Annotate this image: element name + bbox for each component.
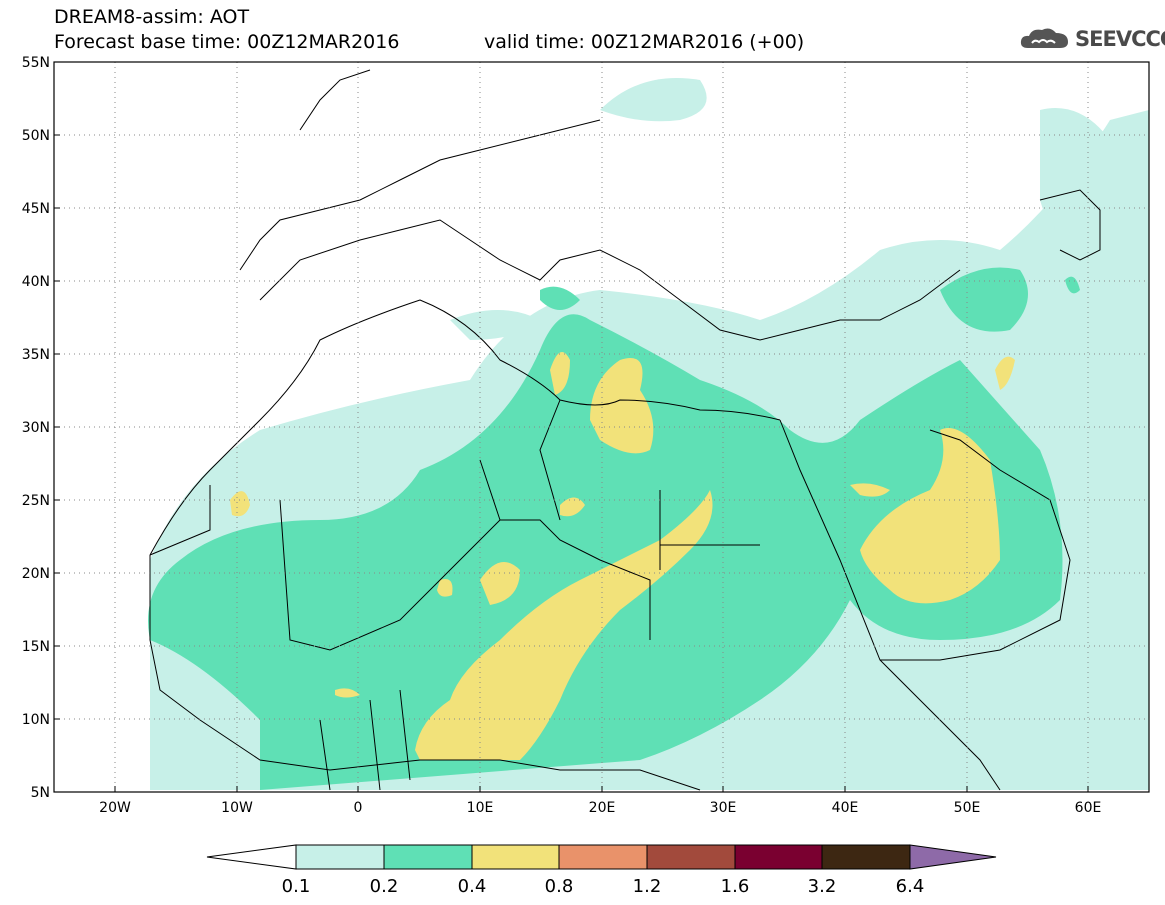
lat-label: 50N (22, 128, 50, 144)
colorbar-label: 0.1 (282, 876, 311, 897)
axis-ticks (54, 61, 1089, 793)
colorbar-swatch (646, 844, 736, 870)
colorbar-arrow-left (206, 844, 297, 870)
lat-label: 5N (31, 785, 50, 801)
colorbar-labels: 0.1 0.2 0.4 0.8 1.2 1.6 3.2 6.4 (282, 876, 925, 897)
lat-label: 20N (22, 566, 50, 582)
lon-label: 10W (221, 800, 253, 816)
country-borders (149, 69, 1101, 791)
colorbar-swatch (821, 844, 911, 870)
colorbar-label: 1.2 (633, 876, 662, 897)
colorbar-swatch (295, 844, 385, 870)
lat-label: 45N (22, 201, 50, 217)
lon-label: 20W (99, 800, 131, 816)
lon-label: 20E (589, 800, 616, 816)
aot-level-0-4 (230, 352, 1015, 760)
lat-label: 40N (22, 274, 50, 290)
colorbar-label: 0.2 (370, 876, 399, 897)
lat-label: 25N (22, 493, 50, 509)
lat-label: 30N (22, 420, 50, 436)
latitude-labels: 55N 50N 45N 40N 35N 30N 25N 20N 15N 10N … (22, 55, 50, 801)
colorbar-label: 6.4 (896, 876, 925, 897)
aot-level-0-2 (148, 267, 1080, 790)
lat-label: 35N (22, 347, 50, 363)
longitude-labels: 20W 10W 0 10E 20E 30E 40E 50E 60E (99, 800, 1101, 816)
lon-label: 60E (1075, 800, 1102, 816)
colorbar-label: 0.4 (458, 876, 487, 897)
grid-lines (54, 62, 1149, 792)
aot-field (148, 78, 1149, 790)
lat-label: 55N (22, 55, 50, 71)
colorbar-swatch (558, 844, 648, 870)
colorbar (206, 844, 997, 870)
forecast-base-time: Forecast base time: 00Z12MAR2016 (54, 31, 400, 53)
lon-label: 40E (832, 800, 859, 816)
colorbar-arrow-right (909, 844, 997, 870)
lat-label: 15N (22, 639, 50, 655)
colorbar-label: 0.8 (545, 876, 574, 897)
logo-text: SEEVCCC (1075, 27, 1165, 51)
lon-label: 10E (467, 800, 494, 816)
valid-time: valid time: 00Z12MAR2016 (+00) (484, 31, 805, 53)
map-title: DREAM8-assim: AOT (54, 6, 250, 28)
lon-label: 50E (954, 800, 981, 816)
colorbar-swatch (383, 844, 473, 870)
colorbar-label: 3.2 (808, 876, 837, 897)
colorbar-swatch (734, 844, 823, 870)
lon-label: 0 (354, 800, 363, 816)
lat-label: 10N (22, 712, 50, 728)
colorbar-label: 1.6 (721, 876, 750, 897)
cloud-icon (1020, 28, 1068, 48)
lon-label: 30E (710, 800, 737, 816)
colorbar-swatch (471, 844, 560, 870)
